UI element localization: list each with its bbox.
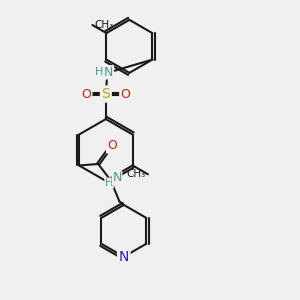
Text: O: O (81, 88, 91, 100)
Text: CH₃: CH₃ (126, 169, 146, 179)
Text: N: N (104, 66, 113, 79)
Text: H: H (95, 67, 103, 77)
Text: O: O (107, 139, 117, 152)
Text: H: H (103, 68, 112, 78)
Text: H: H (105, 178, 113, 188)
Text: S: S (101, 87, 110, 101)
Text: N: N (112, 171, 122, 184)
Text: N: N (118, 250, 129, 264)
Text: O: O (121, 88, 130, 100)
Text: CH₃: CH₃ (94, 20, 113, 30)
